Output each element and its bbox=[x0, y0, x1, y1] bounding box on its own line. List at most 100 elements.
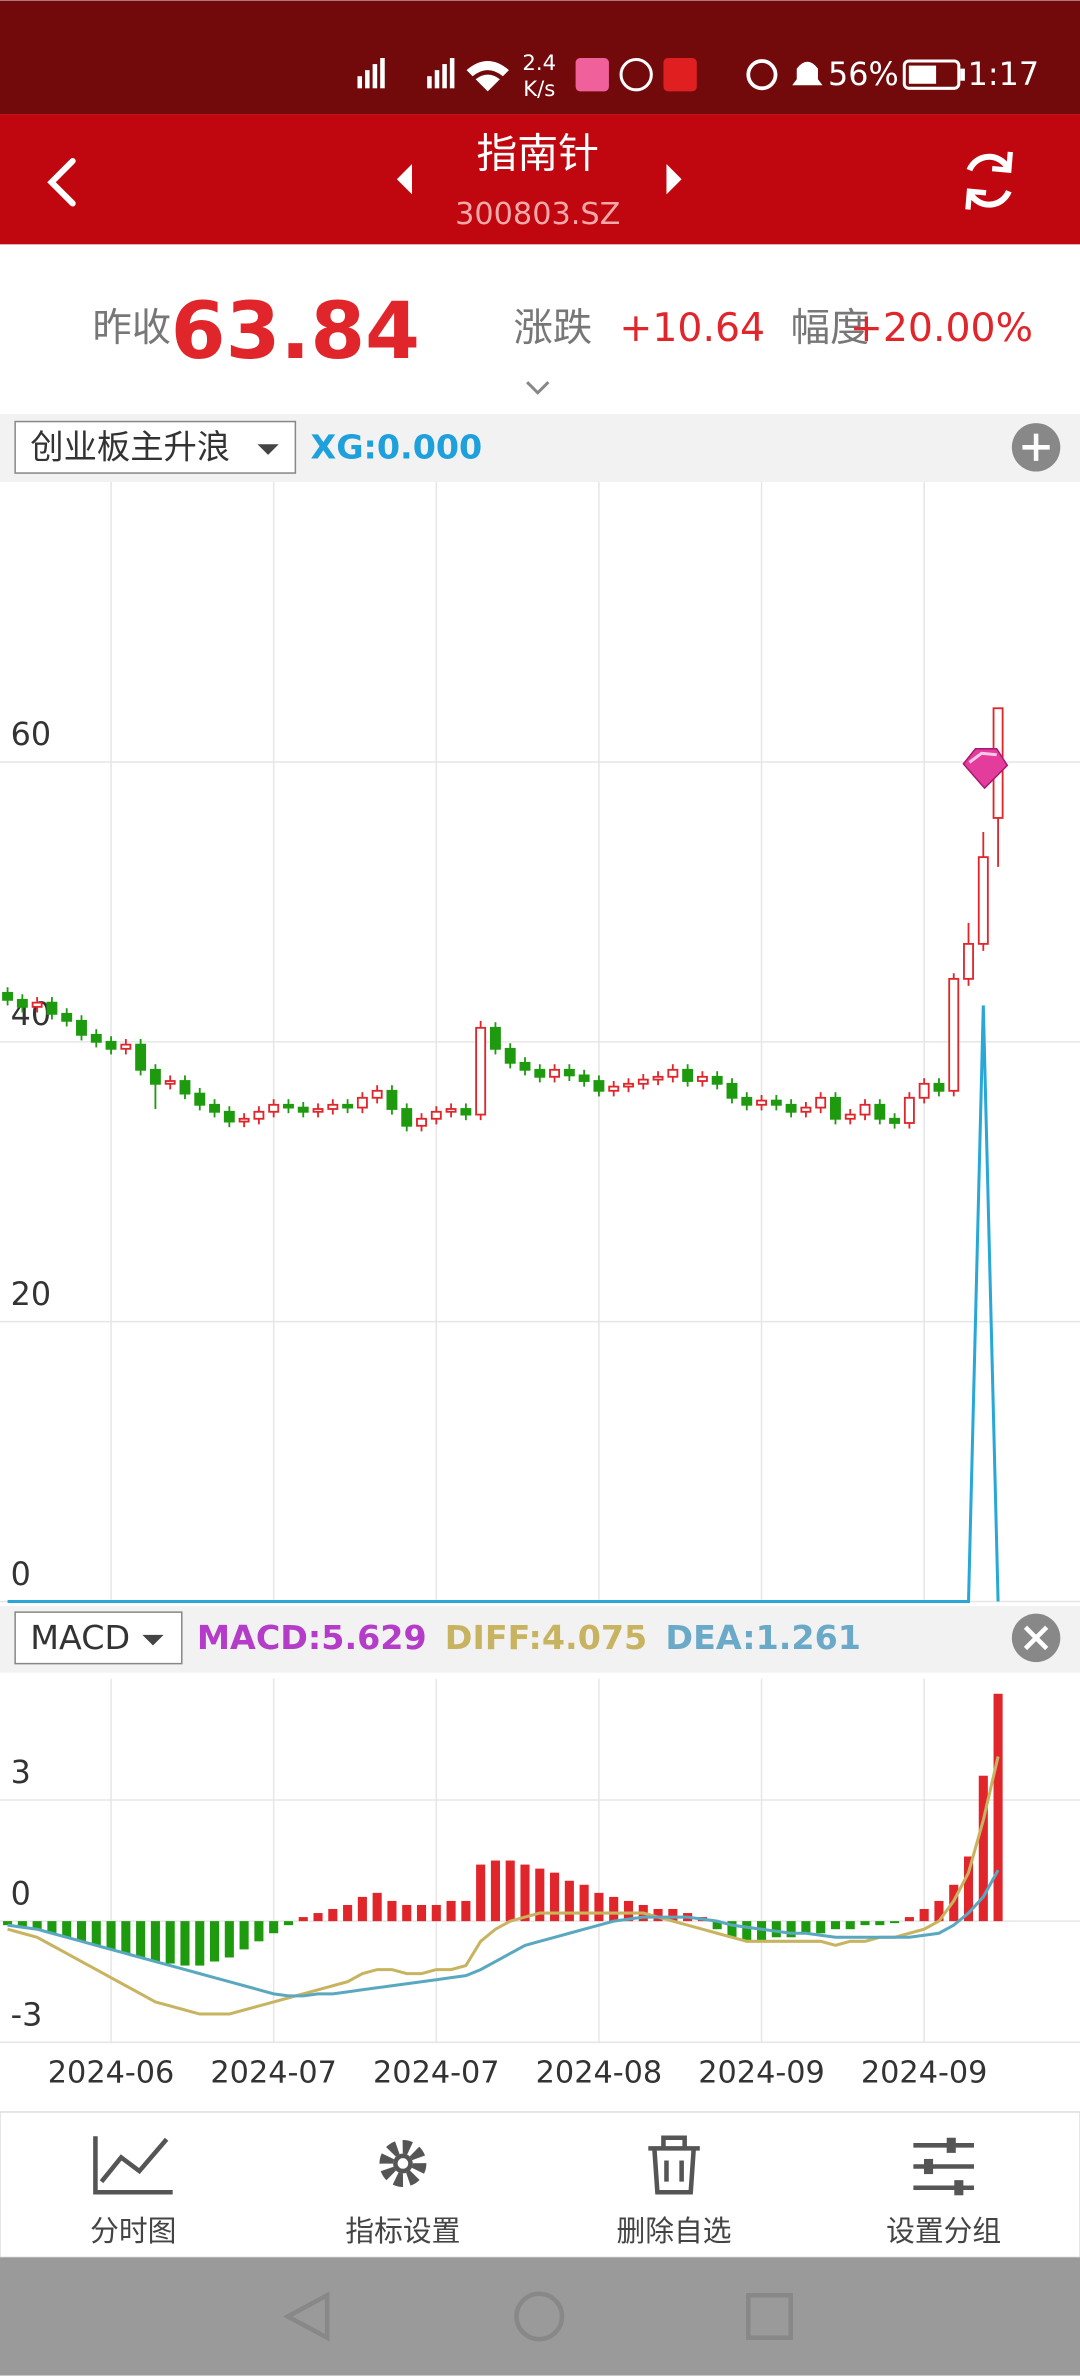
nav-recent[interactable] bbox=[746, 2292, 793, 2340]
macd-bar bbox=[17, 1921, 27, 1928]
battery: 56% bbox=[828, 56, 899, 93]
macd-bar bbox=[121, 1921, 131, 1954]
x-tick-label: 2024-07 bbox=[210, 2056, 337, 2091]
candle-body bbox=[859, 1103, 871, 1116]
indicator-value: XG:0.000 bbox=[311, 427, 483, 466]
nav-group-settings[interactable]: 设置分组 bbox=[886, 2214, 1001, 2248]
nav-back[interactable] bbox=[283, 2291, 330, 2342]
clock: 1:17 bbox=[968, 56, 1039, 93]
series-line bbox=[7, 1756, 1000, 2016]
candle-body bbox=[652, 1075, 664, 1081]
macd-bar bbox=[816, 1921, 826, 1934]
nav-indicator-settings[interactable]: 指标设置 bbox=[345, 2214, 460, 2248]
macd-bar bbox=[47, 1921, 57, 1934]
macd-bar bbox=[431, 1904, 441, 1922]
candle-body bbox=[741, 1096, 753, 1106]
indicator-name: 创业板主升浪 bbox=[30, 427, 230, 466]
candle-body bbox=[312, 1108, 324, 1113]
prev-stock[interactable] bbox=[396, 164, 413, 195]
change: +10.64 bbox=[619, 305, 765, 351]
legend-entry: DEA:1.261 bbox=[665, 1618, 861, 1657]
macd-bar bbox=[372, 1892, 382, 1922]
macd-bar bbox=[62, 1921, 72, 1938]
candle-body bbox=[327, 1103, 339, 1110]
candle-body bbox=[549, 1068, 561, 1078]
candle-body bbox=[800, 1106, 812, 1113]
macd-name: MACD bbox=[30, 1618, 130, 1657]
next-stock[interactable] bbox=[666, 164, 682, 195]
macd-bar bbox=[535, 1868, 545, 1922]
macd-bar bbox=[727, 1921, 737, 1938]
macd-bar bbox=[520, 1864, 530, 1922]
y-tick-label: 20 bbox=[11, 1276, 51, 1313]
macd-bar bbox=[195, 1921, 205, 1966]
candle-body bbox=[696, 1075, 708, 1082]
macd-bar bbox=[742, 1921, 752, 1942]
macd-bar bbox=[269, 1921, 279, 1934]
candle-body bbox=[534, 1068, 546, 1078]
macd-bar bbox=[283, 1921, 294, 1926]
candle-body bbox=[120, 1043, 132, 1050]
y-tick-label: 60 bbox=[11, 716, 51, 753]
close-icon bbox=[1023, 1625, 1049, 1651]
candle-body bbox=[948, 977, 960, 1092]
candle-body bbox=[830, 1096, 841, 1120]
x-tick-label: 2024-08 bbox=[536, 2056, 663, 2091]
net-speed: 2.4 bbox=[522, 50, 556, 75]
stock-code: 300803.SZ bbox=[455, 197, 620, 232]
candle-body bbox=[223, 1110, 235, 1123]
y-tick-label: 3 bbox=[11, 1754, 31, 1791]
macd-bar bbox=[860, 1921, 870, 1926]
y-tick-label: -3 bbox=[11, 1997, 43, 2034]
nav-remove-watch[interactable]: 删除自选 bbox=[617, 2214, 732, 2248]
candle-body bbox=[90, 1033, 102, 1043]
candle-body bbox=[371, 1089, 383, 1099]
candle-body bbox=[149, 1068, 161, 1085]
macd-bar bbox=[786, 1921, 796, 1938]
macd-bar bbox=[446, 1900, 456, 1922]
expand-chevron[interactable] bbox=[526, 381, 550, 395]
macd-bar bbox=[904, 1917, 914, 1922]
candle-body bbox=[135, 1043, 147, 1071]
candle-body bbox=[770, 1099, 782, 1106]
macd-bar bbox=[712, 1921, 722, 1930]
candle-body bbox=[933, 1082, 945, 1092]
dropdown-arrow bbox=[257, 444, 279, 455]
candle-body bbox=[460, 1108, 472, 1116]
macd-bar bbox=[890, 1921, 900, 1924]
candle-body bbox=[844, 1113, 856, 1120]
refresh-button[interactable] bbox=[965, 151, 1013, 210]
macd-bar bbox=[76, 1921, 87, 1942]
macd-bar bbox=[254, 1921, 264, 1942]
macd-bar bbox=[550, 1872, 560, 1922]
candle-body bbox=[268, 1103, 280, 1113]
candle-body bbox=[637, 1078, 649, 1085]
macd-bar bbox=[564, 1880, 574, 1922]
candle-body bbox=[401, 1108, 413, 1127]
nav-home[interactable] bbox=[514, 2291, 565, 2342]
candle-body bbox=[815, 1096, 827, 1109]
y-tick-label: 0 bbox=[11, 1875, 31, 1912]
status-icons bbox=[357, 58, 965, 92]
candle-body bbox=[238, 1117, 250, 1123]
macd-bar bbox=[771, 1921, 781, 1938]
macd-bar bbox=[594, 1892, 604, 1922]
candle-body bbox=[563, 1068, 575, 1077]
macd-bar bbox=[387, 1900, 397, 1922]
amplitude: +20.00% bbox=[850, 305, 1033, 351]
macd-bar bbox=[830, 1921, 841, 1930]
candle-body bbox=[342, 1103, 354, 1109]
prev-close: 63.84 bbox=[171, 285, 420, 377]
candle-body bbox=[46, 1001, 58, 1015]
indicator-dropdown[interactable] bbox=[14, 420, 297, 474]
back-button[interactable] bbox=[47, 157, 76, 207]
macd-bar bbox=[579, 1884, 589, 1922]
candle-body bbox=[386, 1089, 398, 1110]
nav-timeshare[interactable]: 分时图 bbox=[90, 2214, 176, 2248]
plot-area: 2024-06 2024-07 2024-07 2024-08 2024-09 2024-… bbox=[0, 482, 1080, 2091]
candle-body bbox=[283, 1103, 294, 1109]
candle-body bbox=[209, 1103, 220, 1113]
macd-bar bbox=[978, 1775, 988, 1922]
macd-bar bbox=[136, 1921, 146, 1958]
